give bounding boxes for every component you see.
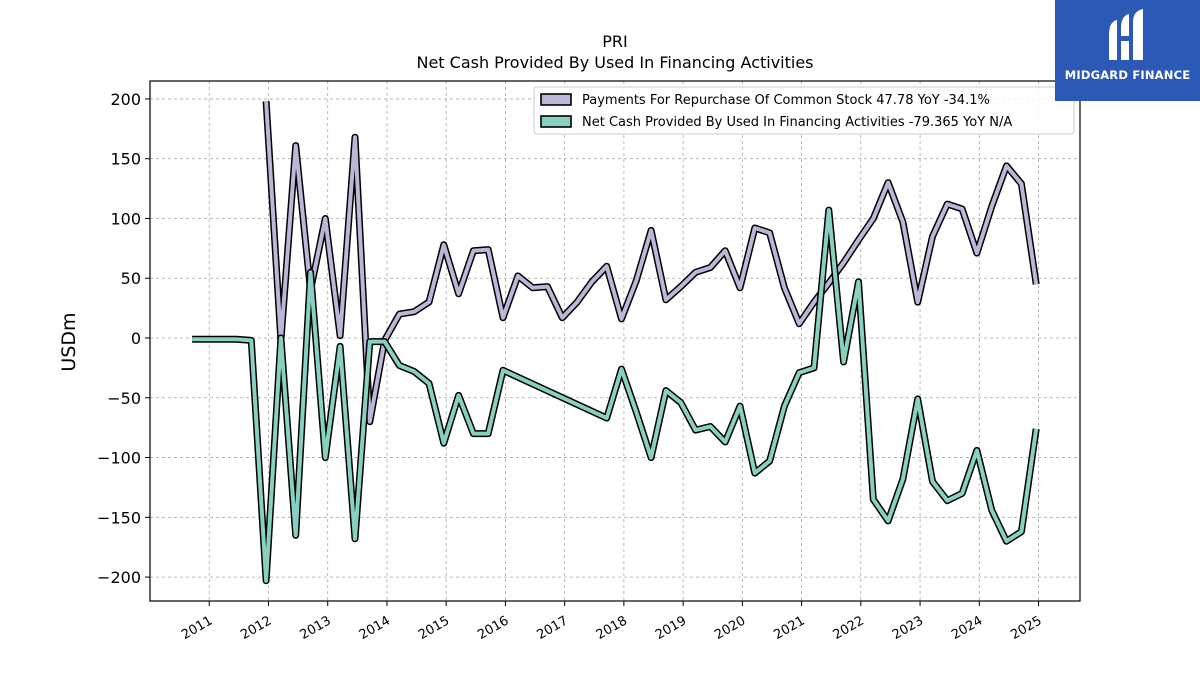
x-tick-label: 2022 <box>831 613 867 643</box>
x-tick-label: 2019 <box>653 613 689 643</box>
brand-logo: MIDGARD FINANCE <box>1055 0 1200 101</box>
x-tick-label: 2025 <box>1008 613 1044 643</box>
axis-ticks: −200 −150 −100 −50 0 50 100 150 200 2011 2012 2013 2… <box>97 90 1044 643</box>
series-lines <box>192 101 1040 585</box>
y-tick-label: 150 <box>110 150 141 169</box>
y-axis-label: USDm <box>58 312 80 371</box>
x-tick-label: 2017 <box>534 613 570 643</box>
y-tick-label: 0 <box>131 329 141 348</box>
x-tick-label: 2012 <box>238 613 274 643</box>
legend-box <box>533 86 1075 135</box>
legend-label-repurchase: Payments For Repurchase Of Common Stock … <box>582 93 990 108</box>
x-tick-label: 2020 <box>712 613 748 643</box>
legend-swatch-repurchase <box>540 93 572 106</box>
chart-subtitle: Net Cash Provided By Used In Financing A… <box>416 53 813 72</box>
y-tick-label: −100 <box>97 449 141 468</box>
legend: Payments For Repurchase Of Common Stock … <box>533 86 1075 135</box>
y-tick-label: −150 <box>97 508 141 527</box>
x-tick-label: 2024 <box>949 613 985 643</box>
grid <box>150 81 1080 601</box>
brand-name: MIDGARD FINANCE <box>1064 68 1191 82</box>
legend-label-financing: Net Cash Provided By Used In Financing A… <box>582 115 1012 130</box>
x-tick-label: 2015 <box>416 613 452 643</box>
x-tick-label: 2013 <box>298 613 334 643</box>
x-tick-label: 2011 <box>179 613 215 643</box>
y-tick-label: 200 <box>110 90 141 109</box>
y-tick-label: −200 <box>97 568 141 587</box>
y-tick-label: −50 <box>107 389 141 408</box>
legend-swatch-financing <box>540 115 572 128</box>
chart-title: PRI <box>602 32 627 51</box>
x-tick-label: 2016 <box>475 613 511 643</box>
midgard-logo-icon <box>1109 9 1143 60</box>
series-line-0 <box>264 101 1039 424</box>
series-line-1 <box>192 208 1039 583</box>
x-tick-label: 2023 <box>890 613 926 643</box>
plot-frame <box>149 80 1081 602</box>
series-outline-0 <box>262 101 1040 426</box>
x-tick-label: 2021 <box>771 613 807 643</box>
x-tick-label: 2014 <box>357 613 393 643</box>
y-tick-label: 100 <box>110 209 141 228</box>
x-tick-label: 2018 <box>594 613 630 643</box>
y-tick-label: 50 <box>121 269 141 288</box>
